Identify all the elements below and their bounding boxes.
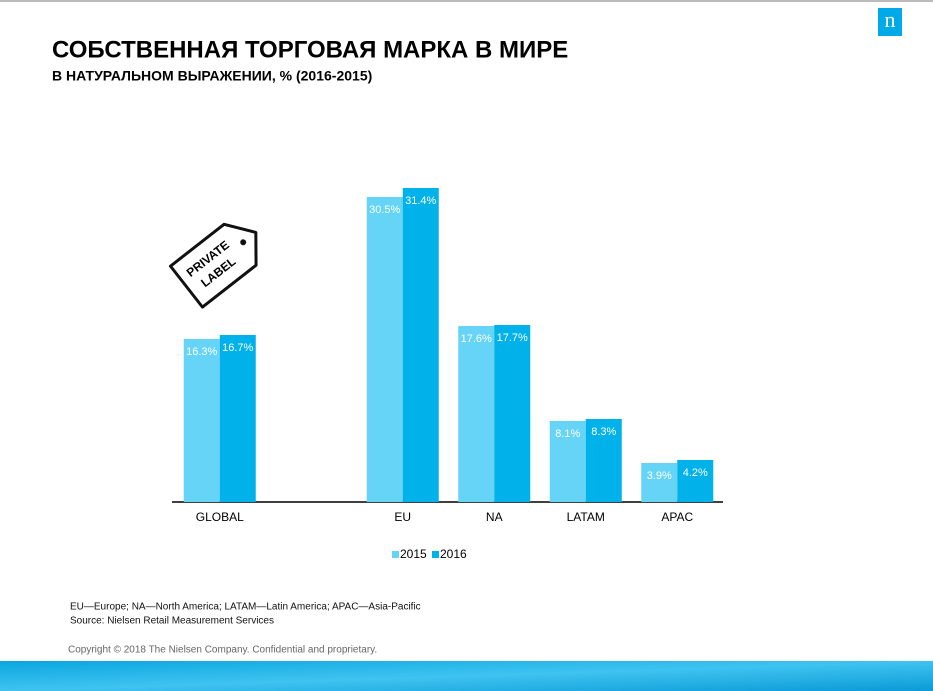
chart-title: СОБСТВЕННАЯ ТОРГОВАЯ МАРКА В МИРЕ <box>52 36 568 63</box>
private-label-tag: PRIVATE LABEL <box>168 222 258 309</box>
logo: n <box>885 7 896 32</box>
x-tick-label: EU <box>394 510 411 524</box>
value-label: 30.5% <box>369 204 400 216</box>
x-tick-label: NA <box>486 510 503 524</box>
bar <box>219 335 256 502</box>
bar <box>549 421 586 502</box>
logo-box <box>878 8 902 36</box>
bar <box>366 197 403 502</box>
x-tick-label: LATAM <box>567 510 605 524</box>
chart-subtitle: В НАТУРАЛЬНОМ ВЫРАЖЕНИИ, % (2016-2015) <box>52 68 372 84</box>
bar <box>458 326 495 502</box>
value-label: 17.7% <box>497 332 528 344</box>
plot: GLOBAL 16.3% 16.7% EU 30.5% 31.4% NA 17.6% 17.7%… <box>183 188 714 561</box>
value-label: 8.1% <box>555 428 580 440</box>
bar <box>494 325 531 502</box>
value-label: 4.2% <box>683 467 708 479</box>
value-label: 3.9% <box>647 470 672 482</box>
bar <box>677 460 714 502</box>
copyright: Copyright © 2018 The Nielsen Company. Co… <box>68 645 377 656</box>
value-label: 17.6% <box>461 333 492 345</box>
value-label: 31.4% <box>405 195 436 207</box>
footnote: Source: Nielsen Retail Measurement Servi… <box>70 616 274 627</box>
tag-hole <box>240 239 247 246</box>
bar <box>585 419 622 502</box>
legend-swatch <box>432 551 439 558</box>
bar <box>183 339 220 502</box>
bar <box>402 188 439 502</box>
footnote: EU—Europe; NA—North America; LATAM—Latin… <box>70 602 421 613</box>
bar <box>641 463 678 502</box>
x-tick-label: GLOBAL <box>196 510 244 524</box>
footer-band <box>0 661 933 691</box>
legend-swatch <box>392 551 399 558</box>
value-label: 16.7% <box>222 342 253 354</box>
legend-label: 2015 <box>400 547 427 561</box>
value-label: 8.3% <box>591 426 616 438</box>
value-label: 16.3% <box>186 346 217 358</box>
tag-shape <box>168 222 258 309</box>
x-tick-label: APAC <box>661 510 693 524</box>
legend-label: 2016 <box>440 547 467 561</box>
